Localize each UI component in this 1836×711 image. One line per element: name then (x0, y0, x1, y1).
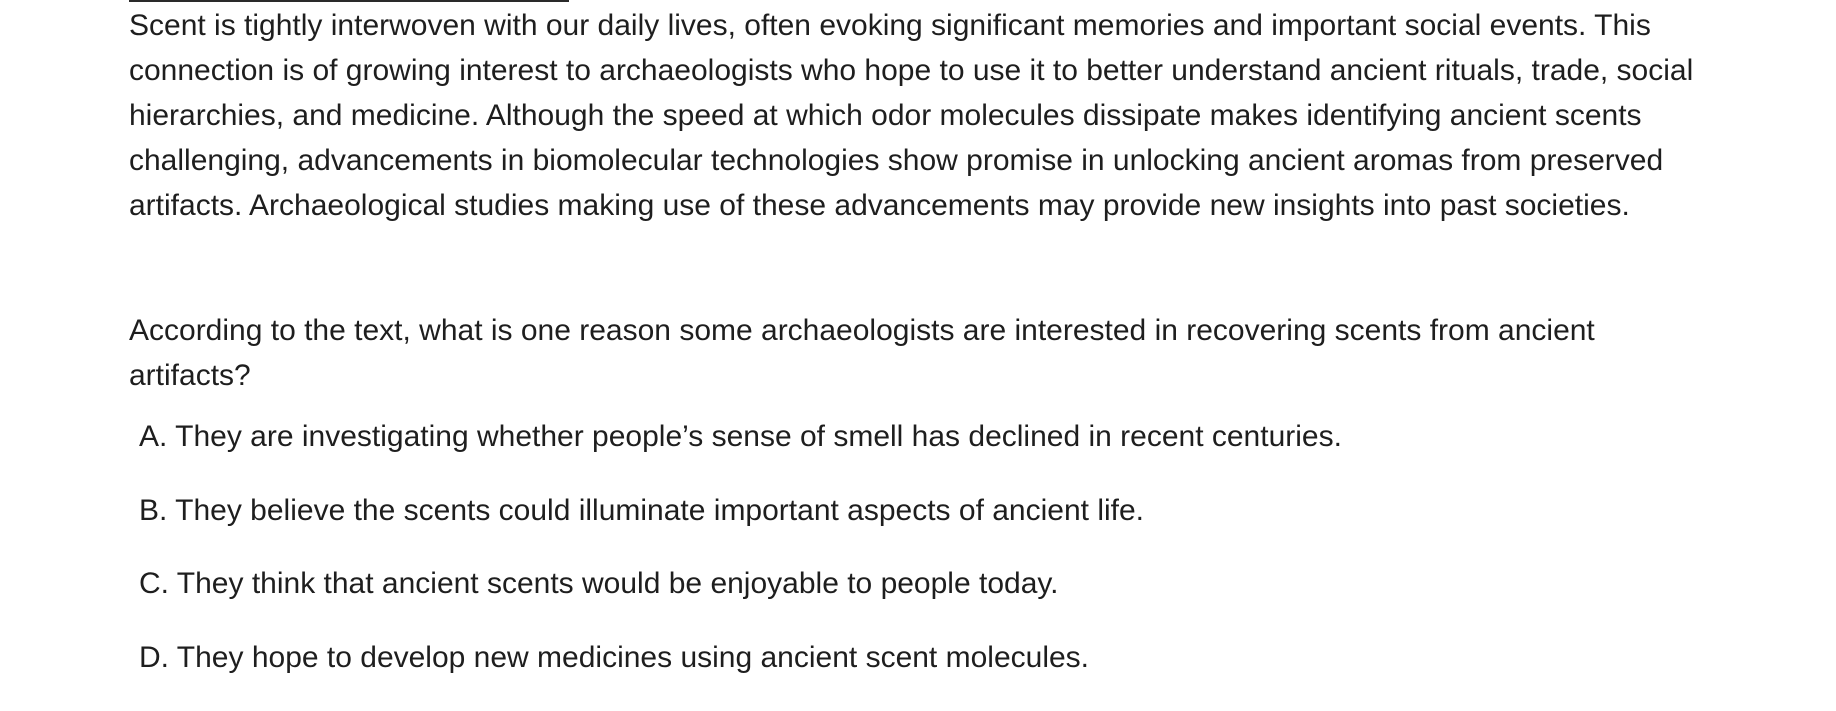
choice-letter: A. (139, 417, 167, 457)
passage-text: Scent is tightly interwoven with our dai… (129, 3, 1709, 228)
choice-text: They hope to develop new medicines using… (177, 641, 1089, 674)
answer-choices: A. They are investigating whether people… (139, 417, 1342, 711)
choice-letter: D. (139, 638, 169, 678)
answer-choice-c[interactable]: C. They think that ancient scents would … (139, 564, 1342, 638)
answer-choice-b[interactable]: B. They believe the scents could illumin… (139, 491, 1342, 565)
choice-text: They believe the scents could illuminate… (175, 494, 1144, 527)
question-text: According to the text, what is one reaso… (129, 308, 1709, 398)
choice-text: They are investigating whether people’s … (175, 420, 1342, 453)
passage-top-divider (129, 0, 569, 2)
answer-choice-d[interactable]: D. They hope to develop new medicines us… (139, 638, 1342, 711)
choice-letter: B. (139, 491, 167, 531)
choice-text: They think that ancient scents would be … (177, 567, 1059, 600)
answer-choice-a[interactable]: A. They are investigating whether people… (139, 417, 1342, 491)
choice-letter: C. (139, 564, 169, 604)
